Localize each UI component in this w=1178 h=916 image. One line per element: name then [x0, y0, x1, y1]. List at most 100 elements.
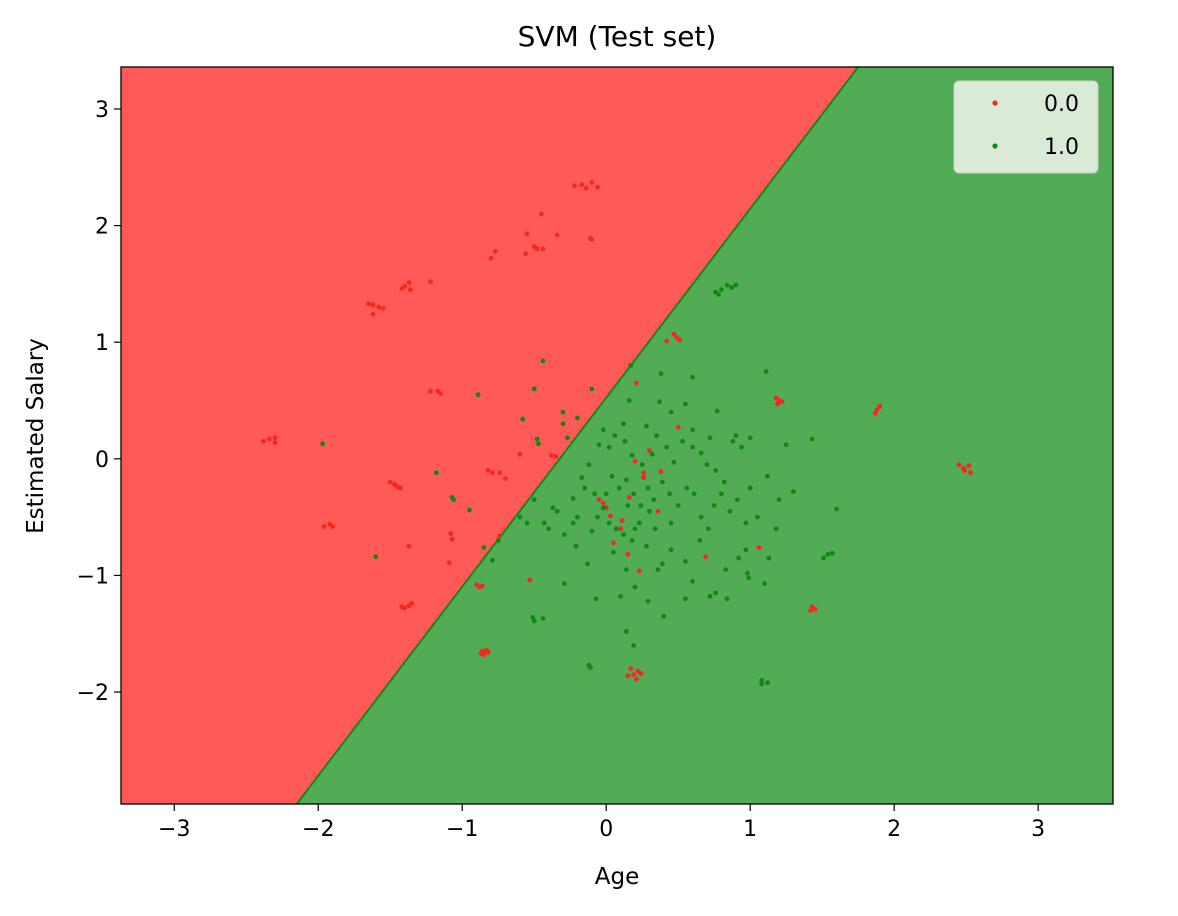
point-class-0.0-100	[647, 448, 652, 454]
point-class-0.0-47	[517, 451, 523, 457]
point-class-1.0-57	[612, 433, 618, 438]
point-class-1.0-105	[624, 477, 629, 483]
point-class-0.0-84	[966, 463, 972, 469]
point-class-1.0-124	[621, 532, 626, 537]
point-class-1.0-44	[520, 416, 526, 422]
point-class-1.0-9	[560, 409, 566, 415]
point-class-0.0-105	[611, 540, 616, 546]
point-class-1.0-75	[776, 497, 782, 502]
point-class-0.0-3	[595, 184, 600, 190]
point-class-1.0-152	[746, 575, 752, 581]
legend-box	[953, 80, 1099, 174]
point-class-1.0-1	[719, 287, 724, 293]
point-class-1.0-149	[625, 503, 631, 508]
point-class-0.0-14	[492, 248, 498, 254]
point-class-1.0-76	[791, 489, 796, 494]
point-class-0.0-50	[553, 454, 559, 459]
point-class-1.0-97	[554, 508, 560, 514]
plot-frame	[120, 66, 1114, 805]
point-class-1.0-61	[649, 451, 655, 457]
point-class-1.0-107	[638, 503, 644, 508]
point-class-1.0-40	[657, 399, 662, 405]
point-class-1.0-129	[600, 505, 606, 511]
point-class-0.0-51	[497, 533, 503, 539]
point-class-0.0-95	[619, 518, 625, 523]
point-class-0.0-103	[703, 554, 708, 560]
point-class-1.0-17	[481, 545, 487, 550]
point-class-1.0-83	[713, 590, 718, 596]
point-class-1.0-67	[704, 462, 710, 468]
point-class-0.0-69	[634, 676, 639, 682]
point-class-1.0-33	[829, 550, 835, 556]
point-class-0.0-36	[397, 485, 403, 491]
point-class-0.0-110	[641, 470, 646, 476]
point-class-1.0-127	[644, 543, 649, 549]
decision-region-0	[121, 67, 859, 804]
x-tick-label: 2	[887, 817, 901, 842]
point-class-0.0-31	[272, 435, 278, 441]
point-class-1.0-7	[531, 386, 537, 392]
point-class-0.0-26	[428, 388, 433, 394]
point-class-0.0-68	[625, 673, 631, 679]
point-class-1.0-53	[579, 475, 585, 480]
point-class-1.0-116	[706, 526, 711, 532]
point-class-1.0-96	[562, 532, 567, 537]
point-class-1.0-43	[626, 398, 632, 403]
point-class-1.0-48	[575, 415, 580, 421]
point-class-1.0-42	[628, 363, 634, 368]
point-class-1.0-80	[743, 547, 749, 553]
x-axis-label: Age	[595, 864, 639, 890]
point-class-1.0-10	[589, 386, 595, 392]
point-class-1.0-4	[733, 282, 739, 288]
point-class-1.0-95	[570, 520, 576, 526]
y-axis-label: Estimated Salary	[23, 338, 49, 534]
point-class-1.0-52	[570, 496, 576, 501]
decision-boundary-line	[295, 67, 859, 804]
point-class-0.0-43	[446, 560, 452, 565]
point-class-1.0-28	[759, 678, 765, 683]
point-class-1.0-77	[783, 442, 789, 448]
point-class-0.0-92	[596, 497, 602, 502]
point-class-0.0-71	[671, 331, 677, 337]
point-class-1.0-119	[727, 508, 733, 514]
point-class-1.0-147	[632, 526, 638, 532]
point-class-1.0-27	[631, 643, 636, 648]
point-class-1.0-99	[524, 520, 530, 526]
point-class-1.0-100	[517, 514, 523, 520]
point-class-0.0-66	[631, 672, 636, 677]
y-tick-label: 1	[95, 331, 109, 356]
point-class-0.0-12	[540, 246, 546, 252]
point-class-0.0-32	[272, 440, 278, 445]
point-class-1.0-26	[624, 629, 629, 634]
point-class-1.0-79	[766, 555, 772, 561]
point-class-1.0-155	[564, 435, 570, 441]
point-class-0.0-15	[488, 255, 494, 261]
point-class-1.0-108	[645, 485, 651, 491]
point-class-0.0-89	[808, 608, 813, 613]
point-class-1.0-36	[763, 369, 769, 374]
point-class-0.0-29	[261, 438, 266, 444]
point-class-1.0-46	[536, 441, 541, 447]
point-class-1.0-98	[546, 526, 551, 532]
point-class-0.0-6	[524, 231, 530, 237]
point-class-0.0-102	[636, 568, 642, 574]
point-class-1.0-49	[531, 497, 537, 502]
point-class-0.0-1	[583, 185, 589, 191]
point-class-1.0-19	[495, 538, 501, 543]
point-class-1.0-18	[490, 557, 495, 563]
point-class-1.0-94	[573, 543, 579, 549]
point-class-0.0-0	[579, 182, 585, 188]
point-class-0.0-24	[380, 306, 386, 311]
point-class-1.0-113	[684, 485, 690, 491]
point-class-0.0-28	[438, 391, 443, 396]
point-class-1.0-37	[714, 408, 720, 414]
point-class-0.0-11	[534, 246, 540, 252]
point-class-1.0-70	[730, 438, 736, 444]
point-class-0.0-74	[664, 338, 670, 344]
point-class-0.0-2	[589, 180, 595, 185]
point-class-1.0-15	[467, 507, 472, 513]
point-class-1.0-90	[632, 584, 638, 590]
point-class-0.0-78	[775, 401, 780, 407]
point-class-1.0-101	[582, 485, 587, 491]
point-class-0.0-19	[408, 287, 413, 293]
